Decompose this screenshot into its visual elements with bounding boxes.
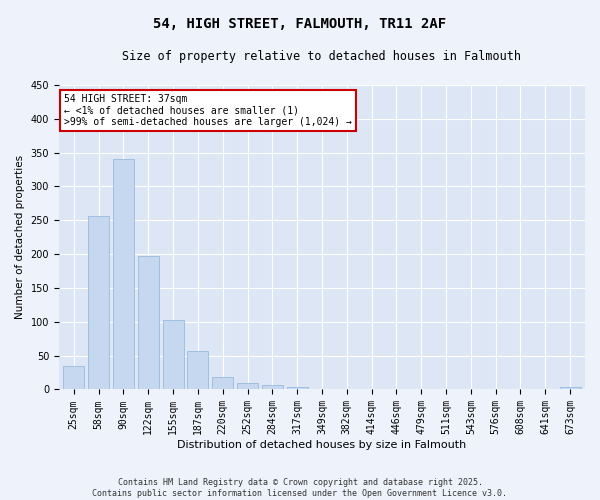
Bar xyxy=(386,389,407,390)
Bar xyxy=(287,388,308,390)
Bar xyxy=(560,388,581,390)
Bar xyxy=(88,216,109,390)
Title: Size of property relative to detached houses in Falmouth: Size of property relative to detached ho… xyxy=(122,50,521,63)
Text: Contains HM Land Registry data © Crown copyright and database right 2025.
Contai: Contains HM Land Registry data © Crown c… xyxy=(92,478,508,498)
Bar xyxy=(212,376,233,390)
Bar xyxy=(187,351,208,390)
Bar xyxy=(163,320,184,390)
Bar xyxy=(137,256,159,390)
Bar xyxy=(262,384,283,390)
Bar xyxy=(63,366,85,390)
Bar xyxy=(113,160,134,390)
X-axis label: Distribution of detached houses by size in Falmouth: Distribution of detached houses by size … xyxy=(178,440,467,450)
Bar xyxy=(237,382,258,390)
Y-axis label: Number of detached properties: Number of detached properties xyxy=(15,155,25,320)
Bar xyxy=(311,389,332,390)
Text: 54 HIGH STREET: 37sqm
← <1% of detached houses are smaller (1)
>99% of semi-deta: 54 HIGH STREET: 37sqm ← <1% of detached … xyxy=(64,94,352,128)
Text: 54, HIGH STREET, FALMOUTH, TR11 2AF: 54, HIGH STREET, FALMOUTH, TR11 2AF xyxy=(154,18,446,32)
